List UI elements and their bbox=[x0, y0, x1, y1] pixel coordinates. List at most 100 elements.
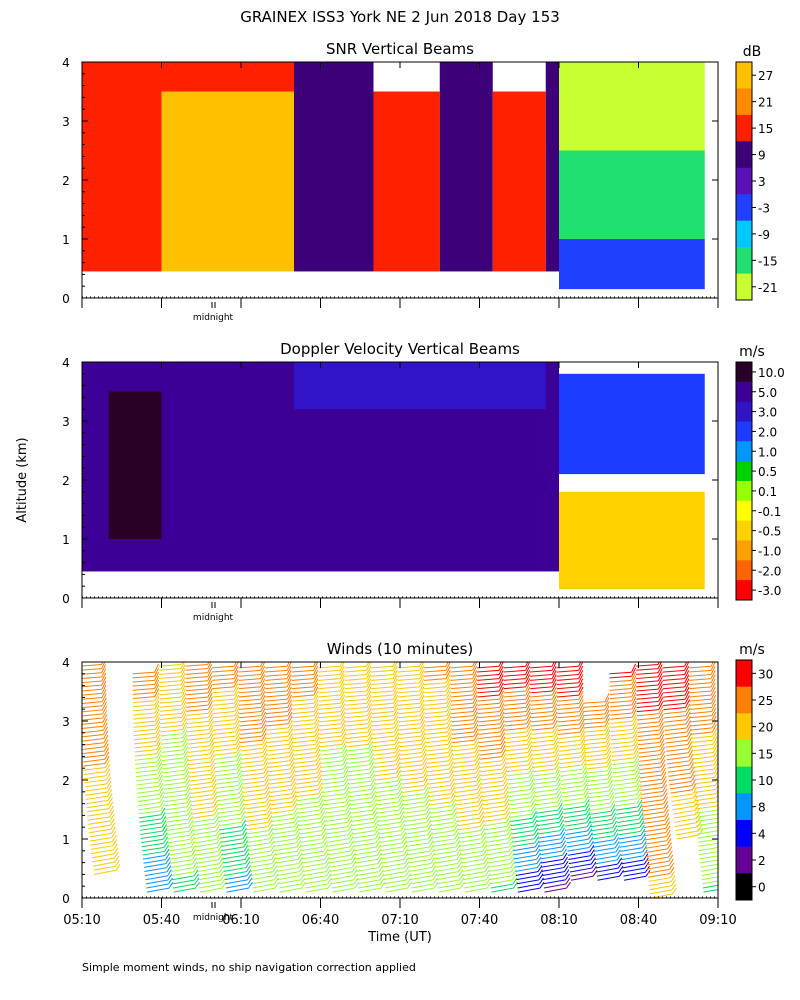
wind-barb bbox=[85, 795, 108, 800]
colorbar-swatch bbox=[736, 167, 752, 195]
wind-barb bbox=[587, 802, 611, 807]
wind-barb bbox=[610, 720, 633, 724]
wind-barb bbox=[559, 752, 582, 756]
wind-barb-flag bbox=[292, 802, 298, 811]
wind-barb bbox=[162, 769, 185, 774]
wind-barb bbox=[133, 720, 156, 724]
wind-barb bbox=[665, 743, 688, 748]
wind-barb bbox=[512, 838, 535, 843]
wind-barb bbox=[265, 698, 288, 702]
wind-barb bbox=[85, 791, 108, 796]
wind-barb bbox=[375, 780, 398, 785]
wind-barb-flag bbox=[262, 740, 268, 749]
wind-barb-flag bbox=[296, 844, 302, 852]
wind-barb bbox=[268, 768, 291, 773]
wind-barb-flag bbox=[260, 695, 266, 704]
wind-barb-flag bbox=[631, 684, 637, 693]
wind-barb bbox=[513, 846, 536, 852]
wind-barb bbox=[636, 704, 659, 709]
wind-barb bbox=[294, 764, 317, 769]
wind-barb bbox=[82, 750, 105, 755]
wind-barb-flag bbox=[102, 652, 106, 660]
wind-barb bbox=[698, 846, 718, 852]
wind-barb-flag bbox=[658, 693, 664, 702]
wind-barb bbox=[672, 805, 695, 811]
wind-barb bbox=[533, 776, 556, 781]
wind-barb-flag bbox=[353, 873, 358, 881]
wind-barb-flag bbox=[579, 707, 584, 716]
wind-barb-flag bbox=[300, 873, 305, 881]
wind-barb-flag bbox=[220, 869, 225, 877]
wind-barb bbox=[195, 846, 218, 852]
wind-barb-flag bbox=[659, 726, 665, 735]
wind-barb-flag bbox=[266, 807, 272, 815]
wind-barb bbox=[171, 875, 195, 881]
wind-barb-flag bbox=[419, 703, 425, 712]
wind-barb-flag bbox=[525, 699, 531, 708]
wind-barb bbox=[371, 669, 394, 673]
wind-barb bbox=[354, 846, 377, 852]
heatmap-cell bbox=[439, 62, 493, 272]
wind-barb-flag bbox=[165, 857, 171, 864]
wind-barb-flag bbox=[188, 820, 194, 828]
wind-barb bbox=[212, 665, 235, 669]
wind-barb-flag bbox=[554, 761, 560, 770]
wind-barb bbox=[135, 773, 158, 778]
wind-barb bbox=[160, 724, 183, 729]
wind-barb bbox=[82, 758, 105, 763]
wind-barb-flag bbox=[265, 794, 271, 803]
wind-barb-flag bbox=[535, 844, 541, 852]
wind-barb bbox=[385, 887, 408, 893]
wind-barb bbox=[218, 813, 241, 818]
wind-barb-flag bbox=[217, 844, 223, 852]
wind-barb bbox=[402, 797, 425, 802]
wind-barb-flag bbox=[457, 856, 462, 864]
wind-barb-flag bbox=[511, 869, 517, 877]
wind-barb-flag bbox=[216, 840, 222, 848]
wind-barb bbox=[347, 772, 371, 777]
wind-barb-flag bbox=[353, 877, 359, 885]
wind-barb-flag bbox=[424, 790, 430, 798]
wind-barb-flag bbox=[318, 786, 323, 794]
wind-barb bbox=[592, 839, 615, 844]
wind-barb-flag bbox=[190, 844, 196, 852]
wind-barb bbox=[432, 830, 455, 835]
wind-barb-flag bbox=[267, 811, 272, 819]
wind-barb bbox=[240, 752, 263, 756]
wind-barb-flag bbox=[633, 737, 639, 746]
wind-barb-flag bbox=[238, 782, 244, 790]
wind-barb bbox=[299, 834, 323, 839]
wind-barb-flag bbox=[373, 819, 379, 827]
wind-barb bbox=[241, 756, 264, 760]
wind-barb-flag bbox=[393, 703, 399, 712]
wind-barb bbox=[189, 781, 212, 786]
wind-barb-flag bbox=[102, 722, 108, 731]
wind-barb bbox=[161, 749, 184, 753]
y-tick-label: 4 bbox=[62, 656, 70, 670]
wind-barb bbox=[162, 761, 185, 766]
wind-barb bbox=[191, 802, 214, 807]
wind-barb bbox=[695, 809, 718, 814]
wind-barb-flag bbox=[658, 709, 664, 719]
wind-barb-flag bbox=[313, 665, 319, 675]
wind-barb bbox=[358, 887, 382, 893]
wind-barb-flag bbox=[684, 670, 690, 679]
wind-barb-flag bbox=[485, 869, 490, 877]
wind-barb-flag bbox=[422, 757, 427, 766]
wind-barb-flag bbox=[500, 728, 506, 737]
wind-barb-flag bbox=[454, 827, 459, 835]
wind-barb bbox=[424, 710, 447, 715]
wind-barb-flag bbox=[449, 773, 455, 782]
wind-barb bbox=[427, 768, 450, 773]
wind-barb-flag bbox=[553, 728, 559, 737]
wind-barb-flag bbox=[399, 807, 405, 815]
midnight-label: midnight bbox=[193, 313, 234, 323]
wind-barb-flag bbox=[313, 695, 319, 704]
wind-barb-flag bbox=[634, 754, 639, 763]
wind-barb-flag bbox=[532, 811, 537, 819]
wind-barb bbox=[615, 802, 638, 807]
wind-barb bbox=[159, 700, 182, 704]
wind-barb-flag bbox=[551, 662, 557, 671]
wind-barb bbox=[665, 739, 688, 744]
wind-barb-flag bbox=[245, 856, 250, 864]
